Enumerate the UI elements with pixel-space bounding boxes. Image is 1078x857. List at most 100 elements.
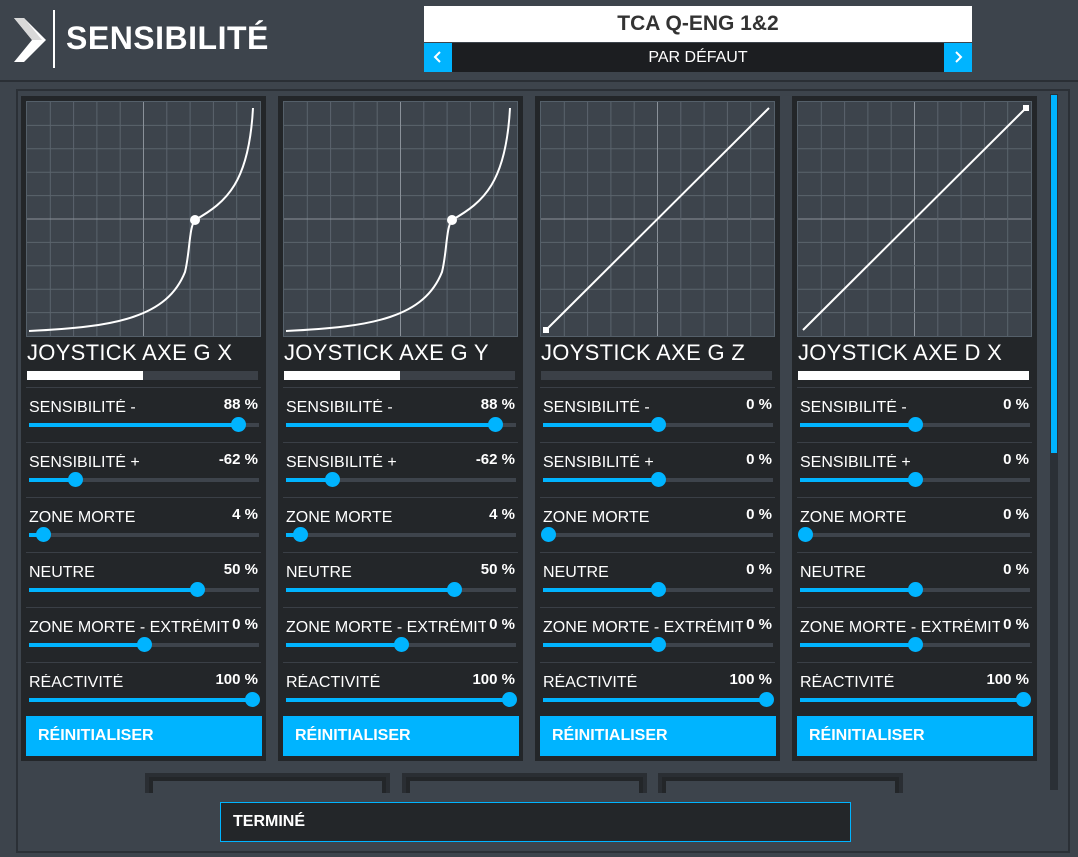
current-input-marker	[543, 327, 549, 333]
setting-slider[interactable]	[286, 472, 516, 487]
setting-slider[interactable]	[286, 582, 516, 597]
setting-row: SENSIBILITÉ + -62 %	[26, 442, 261, 497]
setting-label: SENSIBILITÉ -	[286, 399, 393, 416]
response-curve-graph	[797, 101, 1032, 337]
setting-slider[interactable]	[800, 637, 1030, 652]
setting-slider-knob[interactable]	[908, 472, 923, 487]
setting-slider[interactable]	[286, 692, 518, 707]
setting-slider[interactable]	[540, 527, 773, 542]
reset-button[interactable]: RÉINITIALISER	[540, 716, 776, 756]
axis-input-preview	[541, 371, 772, 380]
profile-name: PAR DÉFAUT	[648, 49, 748, 66]
setting-slider-knob[interactable]	[446, 582, 462, 597]
setting-value: 100 %	[212, 671, 258, 688]
response-curve-svg	[798, 102, 1031, 336]
setting-slider[interactable]	[543, 692, 775, 707]
setting-label: ZONE MORTE - EXTRÉMITÉ	[286, 619, 486, 636]
setting-slider[interactable]	[29, 692, 261, 707]
profile-next-button[interactable]	[944, 43, 972, 72]
setting-slider-knob[interactable]	[540, 527, 556, 542]
neutral-point-marker	[447, 215, 457, 225]
setting-slider-knob[interactable]	[908, 582, 923, 597]
setting-slider[interactable]	[543, 417, 773, 432]
setting-slider[interactable]	[29, 637, 259, 652]
setting-slider-knob[interactable]	[908, 637, 923, 652]
scrollbar-thumb[interactable]	[1051, 95, 1057, 453]
setting-slider[interactable]	[29, 417, 259, 432]
setting-slider[interactable]	[29, 472, 259, 487]
setting-slider[interactable]	[286, 637, 516, 652]
setting-slider-fill	[543, 423, 658, 427]
setting-slider[interactable]	[543, 472, 773, 487]
setting-slider-fill	[286, 643, 401, 647]
setting-slider-knob[interactable]	[908, 417, 923, 432]
setting-slider-knob[interactable]	[292, 527, 308, 542]
setting-label: ZONE MORTE - EXTRÉMITÉ	[29, 619, 229, 636]
setting-slider[interactable]	[286, 527, 516, 542]
done-button[interactable]: TERMINÉ	[220, 802, 851, 842]
setting-slider-knob[interactable]	[35, 527, 51, 542]
header-bar: SENSIBILITÉ TCA Q-ENG 1&2 PAR DÉFAUT	[0, 0, 1078, 82]
setting-value: 100 %	[726, 671, 772, 688]
response-curve-svg	[27, 102, 260, 336]
setting-slider[interactable]	[29, 582, 259, 597]
response-curve-line	[28, 107, 254, 332]
axis-name: JOYSTICK AXE G X	[27, 340, 233, 365]
setting-value: -62 %	[472, 451, 515, 468]
axis-card: JOYSTICK AXE G Y SENSIBILITÉ -88 % SENSIBI…	[278, 96, 523, 761]
profile-selector[interactable]: PAR DÉFAUT	[424, 43, 972, 72]
setting-slider-fill	[29, 423, 239, 427]
setting-slider-knob[interactable]	[325, 472, 340, 487]
setting-value: 88 %	[220, 396, 258, 413]
setting-slider-knob[interactable]	[394, 637, 409, 652]
setting-slider-knob[interactable]	[245, 692, 261, 707]
setting-label: ZONE MORTE	[543, 509, 650, 526]
setting-slider-knob[interactable]	[68, 472, 83, 487]
header-divider	[53, 10, 55, 68]
setting-row: NEUTRE 0 %	[797, 552, 1032, 607]
setting-slider-knob[interactable]	[1016, 692, 1032, 707]
setting-slider-knob[interactable]	[137, 637, 152, 652]
response-curve-line	[285, 107, 511, 332]
setting-slider-knob[interactable]	[651, 417, 666, 432]
setting-slider-fill	[800, 698, 1024, 702]
reset-button[interactable]: RÉINITIALISER	[26, 716, 262, 756]
profile-prev-button[interactable]	[424, 43, 452, 72]
reset-button[interactable]: RÉINITIALISER	[797, 716, 1033, 756]
setting-slider-knob[interactable]	[759, 692, 775, 707]
setting-slider[interactable]	[800, 472, 1030, 487]
setting-slider[interactable]	[797, 527, 1030, 542]
setting-slider[interactable]	[543, 637, 773, 652]
setting-value: 0 %	[486, 616, 515, 633]
setting-slider-knob[interactable]	[651, 637, 666, 652]
setting-value: -62 %	[215, 451, 258, 468]
setting-value: 50 %	[220, 561, 258, 578]
response-curve-svg	[541, 102, 774, 336]
axis-card: JOYSTICK AXE D X SENSIBILITÉ -0 % SENSIBIL…	[792, 96, 1037, 761]
setting-label: SENSIBILITÉ +	[286, 454, 397, 471]
setting-slider-knob[interactable]	[502, 692, 518, 707]
setting-slider-knob[interactable]	[189, 582, 205, 597]
back-chevron-icon[interactable]	[12, 16, 48, 64]
setting-value: 0 %	[743, 396, 772, 413]
setting-slider[interactable]	[800, 692, 1032, 707]
reset-button[interactable]: RÉINITIALISER	[283, 716, 519, 756]
setting-slider[interactable]	[543, 582, 773, 597]
axis-input-preview	[798, 371, 1029, 380]
setting-row: ZONE MORTE 4 %	[283, 497, 518, 552]
setting-slider[interactable]	[800, 582, 1030, 597]
setting-slider-fill	[543, 588, 658, 592]
setting-slider[interactable]	[286, 417, 516, 432]
setting-row: SENSIBILITÉ + -62 %	[283, 442, 518, 497]
setting-slider-knob[interactable]	[797, 527, 813, 542]
setting-row: ZONE MORTE - EXTRÉMITÉ 0 %	[283, 607, 518, 662]
setting-slider-knob[interactable]	[488, 417, 504, 432]
response-curve-line	[545, 107, 770, 331]
setting-slider[interactable]	[800, 417, 1030, 432]
setting-slider-fill	[800, 423, 915, 427]
axis-input-preview-fill	[27, 371, 143, 380]
setting-slider[interactable]	[29, 527, 259, 542]
setting-slider-knob[interactable]	[651, 582, 666, 597]
setting-slider-knob[interactable]	[651, 472, 666, 487]
setting-slider-knob[interactable]	[231, 417, 247, 432]
